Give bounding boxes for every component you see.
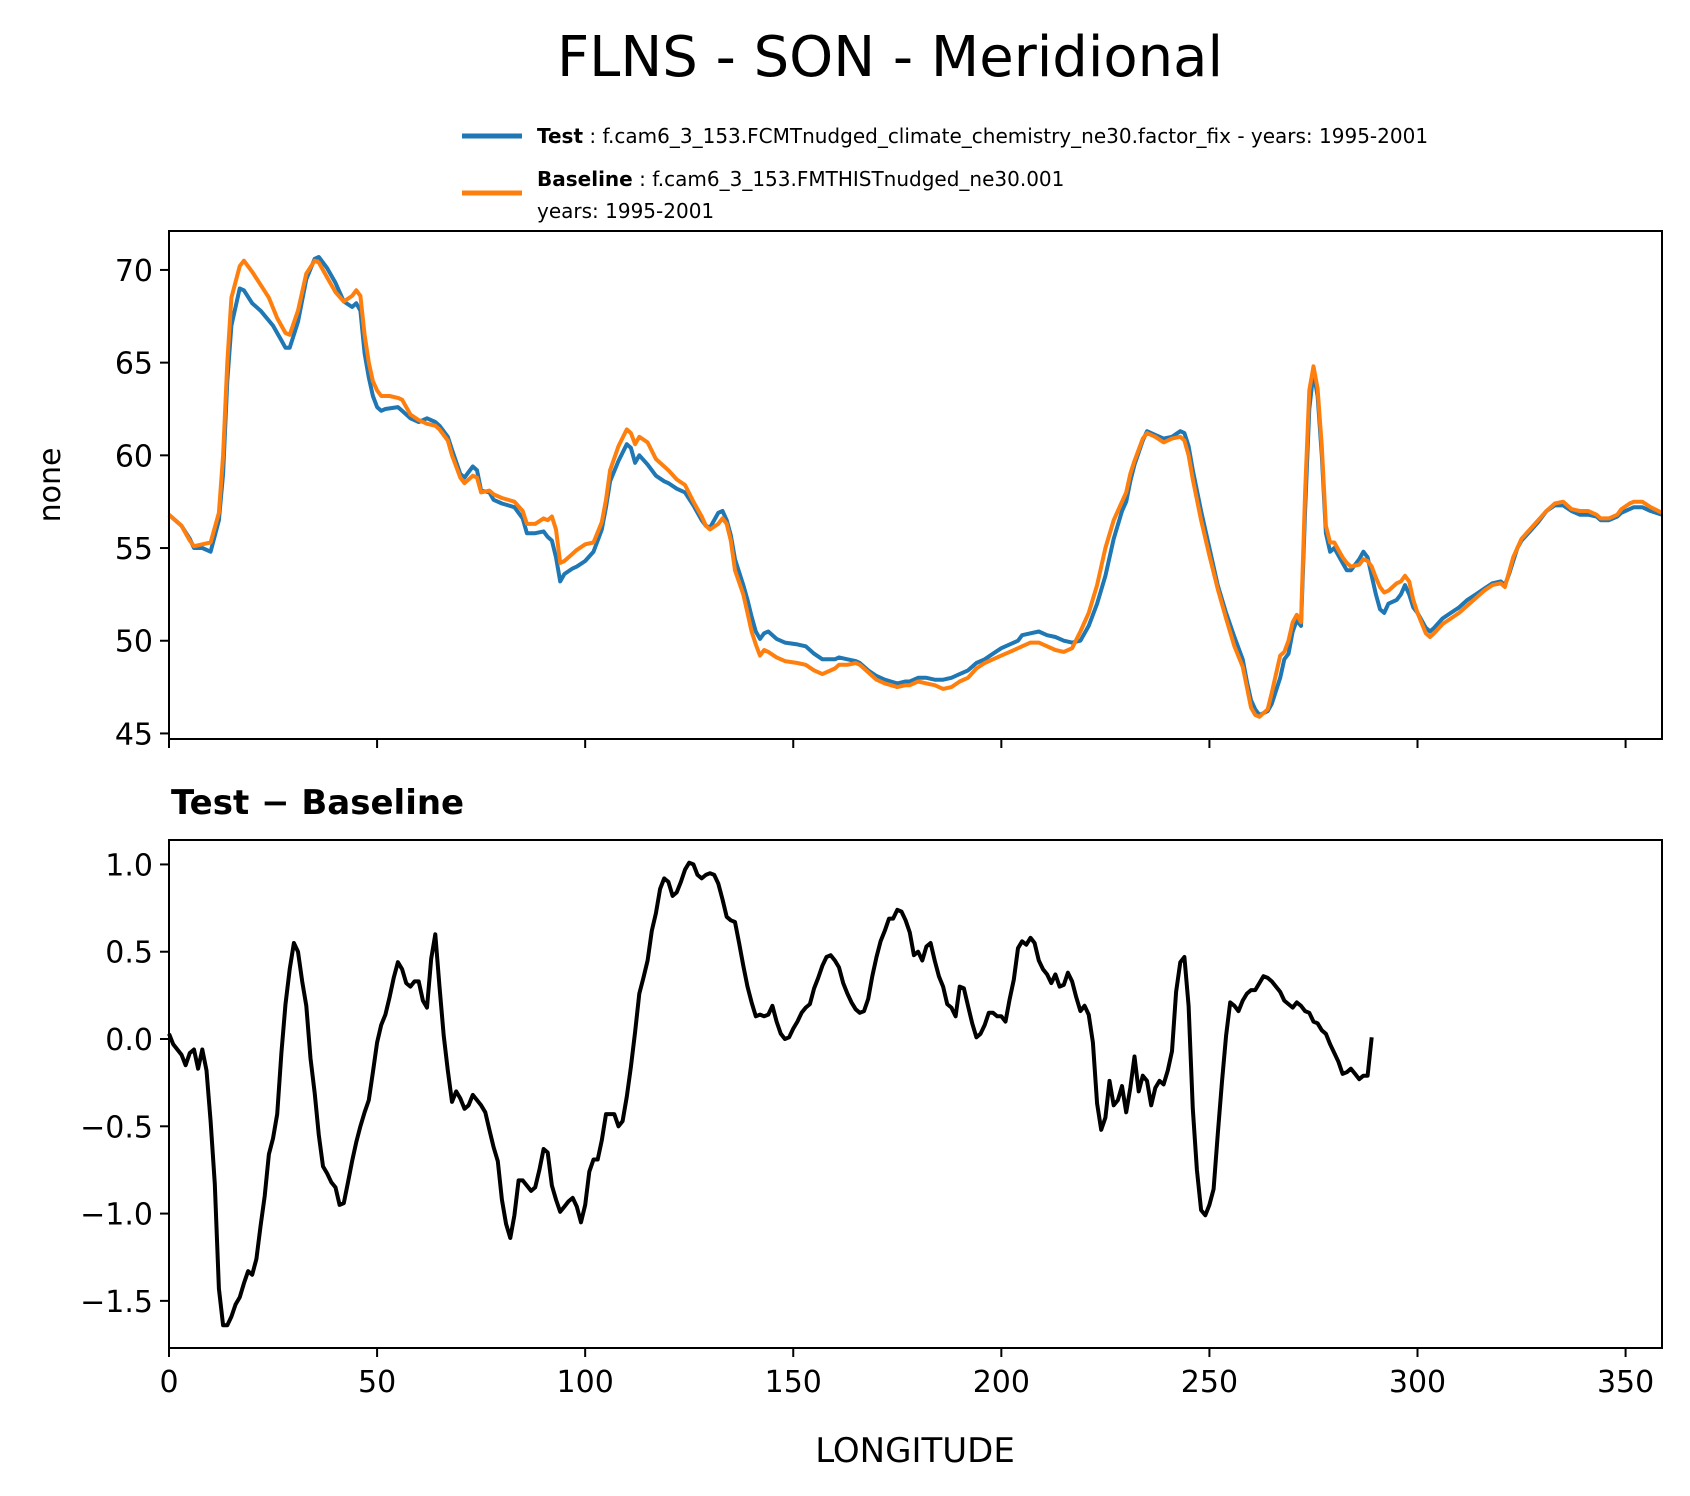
top-axes-frame <box>168 230 1663 740</box>
top-y-tick-label: 60 <box>115 439 153 474</box>
top-y-axis-label: none <box>33 448 68 523</box>
svg-text:Baseline : f.cam6_3_153.: Baseline : f.cam6_3_153.FMTHISTnudged_ne… <box>537 167 1064 191</box>
top-y-tick-label: 70 <box>115 254 153 289</box>
legend-desc-test: : f.cam6_3_153.FCMTnudged_climate_chemis… <box>589 124 1428 148</box>
bottom-y-tick-label: 0.0 <box>105 1023 153 1058</box>
x-tick-label: 350 <box>1597 1365 1654 1400</box>
top-y-tick-label: 45 <box>115 717 153 752</box>
top-y-tick-label: 65 <box>115 347 153 382</box>
x-tick-label: 50 <box>358 1365 396 1400</box>
bottom-y-tick-label: 0.5 <box>105 936 153 971</box>
top-series-baseline-line <box>167 258 1663 719</box>
bottom-y-tick-label: −0.5 <box>80 1110 153 1145</box>
top-series-test-line <box>167 255 1663 717</box>
legend-name-baseline: Baseline <box>537 167 633 191</box>
x-axis-label: LONGITUDE <box>815 1431 1015 1471</box>
figure-title: FLNS - SON - Meridional <box>557 25 1223 90</box>
top-y-tick-label: 50 <box>115 625 153 660</box>
svg-text:Test : f.cam6_3_153.FCMT: Test : f.cam6_3_153.FCMTnudged_climate_c… <box>537 124 1428 148</box>
bottom-axes-frame <box>168 839 1663 1349</box>
legend-name-test: Test <box>537 124 583 148</box>
legend-desc-baseline: : f.cam6_3_153.FMTHISTnudged_ne30.001 <box>639 167 1064 191</box>
legend: Test : f.cam6_3_153.FCMTnudged_climate_c… <box>462 124 1428 223</box>
top-y-tick-label: 55 <box>115 532 153 567</box>
bottom-y-tick-label: −1.5 <box>80 1285 153 1320</box>
x-tick-label: 0 <box>159 1365 178 1400</box>
x-tick-label: 150 <box>765 1365 822 1400</box>
bottom-y-tick-label: 1.0 <box>105 848 153 883</box>
x-tick-label: 300 <box>1389 1365 1446 1400</box>
bottom-panel-title: Test − Baseline <box>171 783 464 823</box>
bottom-series-difference-line <box>167 860 1374 1328</box>
x-tick-label: 250 <box>1181 1365 1238 1400</box>
bottom-y-tick-label: −1.0 <box>80 1198 153 1233</box>
legend-desc2-baseline: years: 1995-2001 <box>537 199 714 223</box>
x-tick-label: 200 <box>973 1365 1030 1400</box>
bottom-panel: Test − Baseline −1.5 −1.0 −0.5 0.0 0.5 1.0 0 5… <box>80 783 1663 1471</box>
x-tick-label: 100 <box>557 1365 614 1400</box>
top-panel: 45 50 55 60 65 70 none <box>33 230 1663 752</box>
